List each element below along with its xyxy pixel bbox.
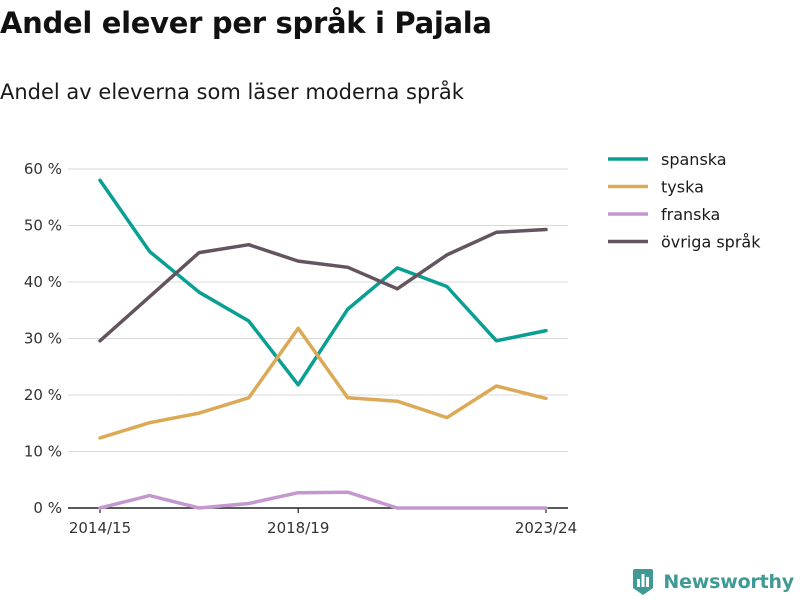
y-tick-label: 40 %: [24, 273, 62, 291]
y-tick-label: 30 %: [24, 330, 62, 348]
y-tick-label: 0 %: [33, 499, 62, 517]
series-line-övriga-språk: [98, 227, 548, 343]
y-tick-label: 10 %: [24, 443, 62, 461]
legend: spanska tyska franska övriga språk: [608, 150, 761, 252]
newsworthy-logo-icon: [633, 569, 654, 595]
legend-label: spanska: [661, 150, 727, 169]
series-line-spanska: [98, 178, 548, 387]
legend-label: franska: [661, 205, 720, 224]
gridlines: [68, 168, 568, 452]
x-tick-label: 2023/24: [515, 519, 577, 537]
y-tick-label: 20 %: [24, 386, 62, 404]
y-tick-label: 60 %: [24, 160, 62, 178]
chart-title: Andel elever per språk i Pajala: [0, 6, 492, 40]
series-lines: [98, 178, 548, 510]
newsworthy-brand: Newsworthy: [631, 568, 794, 596]
axes: 0 % 10 % 20 % 30 % 40 % 50 % 60 % 2014/15 2018/1…: [24, 160, 577, 537]
series-line-franska: [98, 490, 548, 510]
series-line-tyska: [98, 326, 548, 440]
legend-label: övriga språk: [661, 233, 761, 252]
y-tick-label: 50 %: [24, 217, 62, 235]
x-tick-label: 2018/19: [267, 519, 329, 537]
chart-subtitle: Andel av eleverna som läser moderna språ…: [0, 80, 464, 104]
x-tick-label: 2014/15: [69, 519, 131, 537]
legend-label: tyska: [661, 178, 704, 197]
brand-name: Newsworthy: [663, 571, 794, 593]
